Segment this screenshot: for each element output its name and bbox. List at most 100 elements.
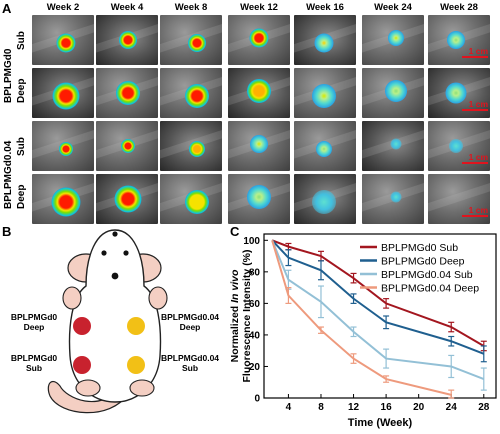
implant-dot-left-deep: [73, 317, 91, 335]
fluorescence-spot: [247, 79, 271, 103]
implant-dot-left-sub: [73, 356, 91, 374]
fluorescence-spot: [116, 81, 140, 105]
fluorescence-spot: [59, 142, 73, 156]
fluorescence-spot: [445, 82, 467, 104]
depth-label-3: Sub: [16, 137, 27, 156]
x-tick-label: 28: [478, 402, 490, 413]
scale-bar-line: [462, 56, 488, 58]
fluorescence-spot: [249, 28, 269, 48]
fluorescence-image-r3-c3: [160, 121, 222, 171]
fluorescence-spot: [114, 185, 142, 213]
fluorescence-spot: [247, 185, 271, 209]
panel-label-b: B: [2, 224, 12, 239]
y-tick-label: 100: [243, 236, 260, 247]
mouse-paw-hind-left: [75, 379, 101, 397]
depth-label-1: Sub: [16, 31, 27, 50]
scale-bar-label: 1 cm: [468, 205, 488, 215]
fluorescence-image-r2-c2: [96, 68, 158, 118]
scale-bar-line: [462, 162, 488, 164]
mouse-eye-center: [111, 272, 119, 280]
mouse-illustration: [47, 229, 168, 414]
scale-bar-label: 1 cm: [468, 99, 488, 109]
mouse-paw-front-right: [148, 286, 168, 310]
fluorescence-image-r3-c4: [228, 121, 290, 171]
fluorescence-image-r2-c4: [228, 68, 290, 118]
scale-bar-3: 1 cm: [462, 152, 488, 164]
fluorescence-image-r4-c6: [362, 174, 424, 224]
fluorescence-spot: [188, 34, 206, 52]
fluorescence-spot: [314, 33, 334, 53]
fluorescence-spot: [385, 80, 407, 102]
fluorescence-spot: [185, 84, 209, 108]
fluorescence-spot: [312, 190, 336, 214]
scale-bar-label: 1 cm: [468, 152, 488, 162]
scale-bar-line: [462, 109, 488, 111]
legend-label-4: BPLPMGd0.04 Deep: [381, 283, 479, 295]
fluorescence-spot: [316, 141, 332, 157]
week-header-4: Week 12: [240, 2, 278, 13]
scale-bar-line: [462, 215, 488, 217]
week-header-3: Week 8: [174, 2, 208, 13]
fluorescence-image-r1-c4: [228, 15, 290, 65]
fluorescence-image-r3-c6: [362, 121, 424, 171]
fluorescence-image-r2-c5: [294, 68, 356, 118]
group-label-2: BPLPMGd0.04: [3, 140, 14, 209]
mouse-paw-hind-right: [129, 379, 155, 397]
scale-bar-2: 1 cm: [462, 99, 488, 111]
fluorescence-image-r1-c2: [96, 15, 158, 65]
week-header-6: Week 24: [374, 2, 412, 13]
fluorescence-spot: [388, 30, 404, 46]
fluorescence-spot: [390, 138, 402, 150]
fluorescence-spot: [119, 31, 137, 49]
x-axis-label: Time (Week): [348, 417, 413, 429]
mouse-eye-left: [101, 250, 107, 256]
y-axis-label-line-2: Fluorescence Intensity (%): [241, 249, 253, 382]
series-line-4: [271, 240, 452, 396]
mouse-label-left-bottom: BPLPMGd0 Sub: [10, 353, 58, 373]
panel-label-c: C: [230, 224, 240, 239]
fluorescence-spot: [189, 141, 205, 157]
fluorescence-spot: [250, 135, 268, 153]
x-tick-label: 16: [381, 402, 393, 413]
mouse-label-left-top: BPLPMGd0 Deep: [10, 312, 58, 332]
x-tick-label: 12: [348, 402, 360, 413]
implant-dot-right-sub: [127, 356, 145, 374]
fluorescence-image-r1-c1: [32, 15, 94, 65]
legend-label-1: BPLPMGd0 Sub: [381, 242, 458, 254]
y-tick-label: 20: [249, 362, 261, 373]
legend-label-2: BPLPMGd0 Deep: [381, 256, 465, 268]
x-tick-label: 8: [318, 402, 324, 413]
week-header-5: Week 16: [306, 2, 344, 13]
x-tick-label: 24: [446, 402, 458, 413]
panel-label-a: A: [2, 1, 12, 16]
fluorescence-spot: [52, 82, 80, 110]
depth-label-4: Deep: [16, 184, 27, 209]
fluorescence-image-r4-c1: [32, 174, 94, 224]
fluorescence-image-r4-c2: [96, 174, 158, 224]
mouse-label-right-bottom: BPLPMGd0.04 Sub: [160, 353, 220, 373]
fluorescence-image-r3-c1: [32, 121, 94, 171]
fluorescence-spot: [185, 190, 209, 214]
fluorescence-image-r3-c2: [96, 121, 158, 171]
legend-label-3: BPLPMGd0.04 Sub: [381, 269, 473, 281]
fluorescence-image-r2-c3: [160, 68, 222, 118]
fluorescence-image-r1-c6: [362, 15, 424, 65]
scale-bar-1: 1 cm: [462, 46, 488, 58]
mouse-paw-front-left: [62, 286, 82, 310]
y-axis-label-line-1: Normalized In vivo: [230, 269, 241, 362]
fluorescence-spot: [312, 84, 336, 108]
week-header-7: Week 28: [440, 2, 478, 13]
fluorescence-image-r4-c4: [228, 174, 290, 224]
fluorescence-spot: [447, 31, 465, 49]
fluorescence-spot: [56, 33, 76, 53]
y-tick-label: 60: [249, 299, 261, 310]
fluorescence-spot: [449, 139, 463, 153]
scale-bar-label: 1 cm: [468, 46, 488, 56]
y-tick-label: 40: [249, 330, 261, 341]
fluorescence-image-r3-c5: [294, 121, 356, 171]
implant-dot-right-deep: [127, 317, 145, 335]
fluorescence-image-r1-c5: [294, 15, 356, 65]
mouse-eye-right: [123, 250, 129, 256]
y-tick-label: 80: [249, 267, 261, 278]
y-tick-label: 0: [254, 394, 260, 405]
